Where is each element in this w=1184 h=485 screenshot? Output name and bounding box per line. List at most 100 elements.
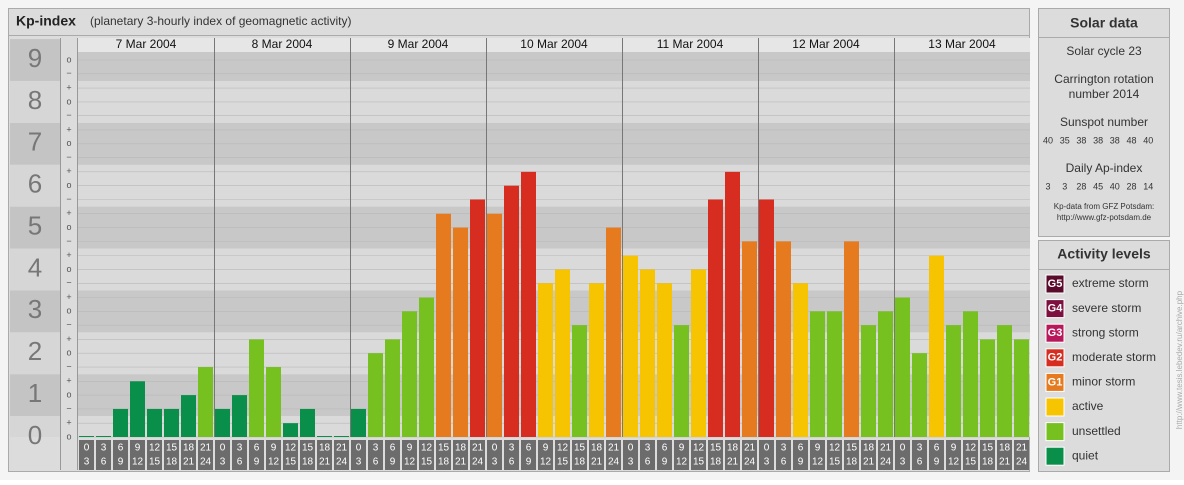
bar — [266, 367, 281, 437]
hour-label: 6 — [645, 457, 651, 468]
hour-label: 21 — [863, 457, 875, 468]
hour-label: 18 — [727, 443, 739, 454]
hour-label: 9 — [407, 443, 413, 454]
minor-tick-label: − — [66, 403, 71, 413]
hour-label: 18 — [846, 457, 858, 468]
hour-label: 6 — [373, 457, 379, 468]
minor-tick-label: o — [66, 348, 71, 358]
number: 38 — [1110, 135, 1120, 145]
hour-box — [572, 440, 587, 470]
y-tick-label: 1 — [28, 378, 42, 408]
hour-label: 3 — [101, 443, 107, 454]
band — [10, 248, 60, 291]
minor-tick-label: + — [66, 376, 71, 386]
bar — [351, 408, 366, 437]
solar-panel — [1038, 8, 1170, 237]
hour-label: 0 — [764, 443, 770, 454]
hour-label: 18 — [166, 457, 178, 468]
hour-label: 15 — [846, 443, 858, 454]
hour-box — [385, 440, 400, 470]
hour-label: 0 — [628, 443, 634, 454]
bar — [725, 171, 740, 438]
hour-box — [1014, 440, 1029, 470]
legend-label: quiet — [1072, 448, 1099, 462]
date-header — [78, 38, 1030, 52]
hour-label: 12 — [540, 457, 552, 468]
bar — [997, 325, 1012, 437]
minor-tick-label: − — [66, 320, 71, 330]
date-label: 10 Mar 2004 — [520, 37, 588, 51]
minor-tick-label: − — [66, 152, 71, 162]
minor-tick-label: + — [66, 124, 71, 134]
hour-box — [113, 440, 128, 470]
hour-label: 12 — [404, 457, 416, 468]
hour-label: 6 — [118, 443, 124, 454]
number: 3 — [1062, 181, 1067, 191]
hour-label: 21 — [727, 457, 739, 468]
hour-box — [402, 440, 417, 470]
hour-label: 9 — [135, 443, 141, 454]
hour-label: 21 — [472, 443, 484, 454]
bar — [895, 297, 910, 437]
hour-box — [351, 440, 366, 470]
hour-box — [589, 440, 604, 470]
bar — [776, 241, 791, 437]
hour-label: 6 — [798, 443, 804, 454]
hour-label: 9 — [526, 457, 532, 468]
minor-tick-label: o — [66, 138, 71, 148]
band — [10, 164, 60, 207]
hour-label: 3 — [900, 457, 906, 468]
minor-tick-label: − — [66, 110, 71, 120]
bar — [742, 241, 757, 437]
chart-title: Kp-index — [16, 13, 76, 29]
hour-label: 24 — [608, 457, 620, 468]
hour-label: 24 — [744, 457, 756, 468]
number: 28 — [1076, 181, 1086, 191]
band — [10, 39, 60, 81]
hour-label: 12 — [557, 443, 569, 454]
hour-label: 15 — [829, 457, 841, 468]
legend-swatch — [1045, 372, 1065, 392]
hour-box — [878, 440, 893, 470]
hour-box — [606, 440, 621, 470]
hour-label: 3 — [764, 457, 770, 468]
hour-label: 12 — [948, 457, 960, 468]
band — [10, 206, 60, 249]
minor-tick-label: o — [66, 264, 71, 274]
panel-title: Activity levels — [1057, 246, 1151, 262]
number: 40 — [1043, 135, 1053, 145]
bar — [130, 381, 145, 437]
watermark: http://www.tesis.lebedev.ru/archive.php — [1175, 290, 1184, 429]
hour-label: 24 — [336, 457, 348, 468]
hour-box — [436, 440, 451, 470]
minor-tick-label: o — [66, 389, 71, 399]
legend-swatch — [1045, 299, 1065, 319]
hour-label: 6 — [509, 457, 515, 468]
carrington: number 2014 — [1069, 87, 1140, 101]
hour-label: 6 — [237, 457, 243, 468]
legend-code: G4 — [1048, 303, 1064, 315]
hour-label: 6 — [254, 443, 260, 454]
hour-label: 0 — [900, 443, 906, 454]
hour-label: 3 — [781, 443, 787, 454]
chart-subtitle: (planetary 3-hourly index of geomagnetic… — [90, 14, 351, 28]
legend-swatch — [1045, 397, 1065, 417]
hour-box — [130, 440, 145, 470]
hour-box — [980, 440, 995, 470]
hour-label: 3 — [509, 443, 515, 454]
hour-box — [657, 440, 672, 470]
minor-tick-label: o — [66, 96, 71, 106]
bar — [691, 269, 706, 437]
hour-label: 6 — [917, 457, 923, 468]
hour-label: 21 — [999, 457, 1011, 468]
hour-label: 9 — [543, 443, 549, 454]
hour-label: 15 — [285, 457, 297, 468]
legend-label: active — [1072, 399, 1104, 413]
hour-box — [861, 440, 876, 470]
number: 48 — [1126, 135, 1136, 145]
minor-tick-label: + — [66, 82, 71, 92]
number: 45 — [1093, 181, 1103, 191]
band — [78, 416, 1030, 437]
bar — [555, 269, 570, 437]
hour-label: 0 — [492, 443, 498, 454]
